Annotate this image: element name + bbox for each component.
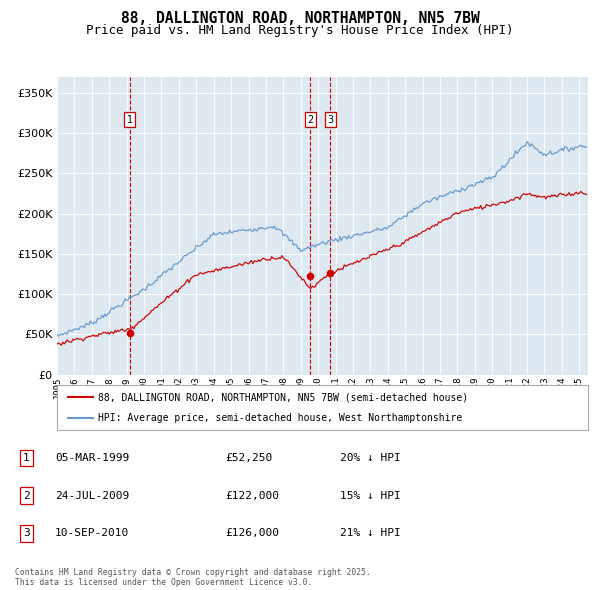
Text: 2: 2 (307, 115, 314, 125)
Text: £52,250: £52,250 (225, 453, 272, 463)
FancyBboxPatch shape (57, 385, 588, 430)
Text: 20% ↓ HPI: 20% ↓ HPI (340, 453, 401, 463)
Text: 88, DALLINGTON ROAD, NORTHAMPTON, NN5 7BW: 88, DALLINGTON ROAD, NORTHAMPTON, NN5 7B… (121, 11, 479, 25)
Text: HPI: Average price, semi-detached house, West Northamptonshire: HPI: Average price, semi-detached house,… (98, 412, 463, 422)
Text: 3: 3 (327, 115, 334, 125)
Text: 21% ↓ HPI: 21% ↓ HPI (340, 529, 401, 538)
Text: 1: 1 (23, 453, 30, 463)
Text: 88, DALLINGTON ROAD, NORTHAMPTON, NN5 7BW (semi-detached house): 88, DALLINGTON ROAD, NORTHAMPTON, NN5 7B… (98, 392, 469, 402)
Text: Price paid vs. HM Land Registry's House Price Index (HPI): Price paid vs. HM Land Registry's House … (86, 24, 514, 37)
Text: £126,000: £126,000 (225, 529, 279, 538)
Text: Contains HM Land Registry data © Crown copyright and database right 2025.
This d: Contains HM Land Registry data © Crown c… (15, 568, 371, 587)
Text: 15% ↓ HPI: 15% ↓ HPI (340, 491, 401, 500)
Text: 24-JUL-2009: 24-JUL-2009 (55, 491, 130, 500)
Text: 1: 1 (127, 115, 133, 125)
Text: 05-MAR-1999: 05-MAR-1999 (55, 453, 130, 463)
Text: 10-SEP-2010: 10-SEP-2010 (55, 529, 130, 538)
Text: £122,000: £122,000 (225, 491, 279, 500)
Text: 2: 2 (23, 491, 30, 500)
Text: 3: 3 (23, 529, 30, 538)
